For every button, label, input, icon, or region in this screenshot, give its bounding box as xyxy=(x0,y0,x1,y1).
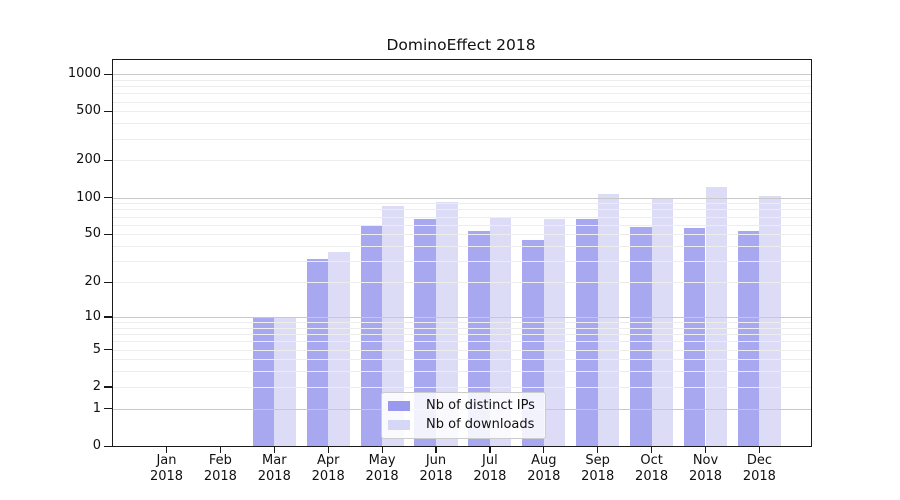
x-axis-tick-jan xyxy=(165,447,168,453)
y-axis-tick-500 xyxy=(104,110,112,113)
x-axis-tick-mar xyxy=(273,447,275,453)
x-axis-tick-label-feb: Feb 2018 xyxy=(203,453,237,484)
bar-downloads-jun xyxy=(436,201,458,446)
x-axis-tick-may xyxy=(381,447,383,453)
bar-distinct-ips-oct xyxy=(630,227,652,446)
bar-downloads-dec xyxy=(759,195,781,446)
x-axis-tick-label-jan: Jan 2018 xyxy=(149,453,184,484)
y-axis-tick-label-5: 5 xyxy=(92,341,101,357)
y-axis-tick-label-100: 100 xyxy=(76,189,101,205)
y-axis-tick-10 xyxy=(104,316,112,318)
x-axis-tick-label-dec: Dec 2018 xyxy=(742,453,776,484)
bar-downloads-nov xyxy=(705,187,728,446)
bar-distinct-ips-mar xyxy=(252,316,275,446)
y-axis-tick-50 xyxy=(104,233,112,236)
x-axis-tick-label-apr: Apr 2018 xyxy=(311,453,345,484)
bar-downloads-oct xyxy=(651,197,674,446)
bar-distinct-ips-nov xyxy=(683,228,706,446)
x-axis-tick-sep xyxy=(597,447,599,453)
x-axis-tick-jun xyxy=(435,447,437,453)
x-axis-tick-jul xyxy=(489,447,491,453)
y-axis-tick-1000 xyxy=(104,73,112,75)
y-axis-tick-label-2: 2 xyxy=(92,378,101,394)
y-axis-tick-label-500: 500 xyxy=(76,103,101,119)
bar-distinct-ips-jun xyxy=(414,218,436,446)
x-axis-tick-apr xyxy=(327,447,329,453)
bar-downloads-jul xyxy=(489,216,512,446)
y-axis-tick-label-0: 0 xyxy=(92,438,101,453)
bar-downloads-may xyxy=(382,205,404,446)
x-axis-tick-dec xyxy=(758,447,761,453)
chart-title: DominoEffect 2018 xyxy=(386,36,536,54)
x-axis-tick-label-nov: Nov 2018 xyxy=(688,453,723,484)
bars-layer xyxy=(113,60,811,446)
y-axis-tick-1 xyxy=(104,408,112,410)
axes-layer: 0 1 2 5 10 20 50 100 200 500 1000 Jan 2018 Feb 2018 M… xyxy=(68,60,811,484)
bar-distinct-ips-dec xyxy=(737,231,760,446)
y-axis-tick-label-10: 10 xyxy=(84,308,101,324)
x-axis-tick-label-oct: Oct 2018 xyxy=(635,453,669,484)
bar-downloads-sep xyxy=(597,193,620,446)
legend-swatch-downloads xyxy=(388,420,410,430)
x-axis-tick-oct xyxy=(651,447,653,453)
legend-label-downloads: Nb of downloads xyxy=(426,417,535,432)
y-axis-tick-label-200: 200 xyxy=(76,152,101,168)
bar-downloads-mar xyxy=(274,316,296,446)
x-axis-tick-label-mar: Mar 2018 xyxy=(257,453,291,484)
x-axis-tick-feb xyxy=(219,447,222,453)
x-axis-tick-label-sep: Sep 2018 xyxy=(581,453,615,484)
x-axis-tick-label-jun: Jun 2018 xyxy=(419,453,453,484)
x-axis-tick-nov xyxy=(704,447,707,453)
y-axis-tick-0 xyxy=(104,445,112,447)
x-axis-tick-label-may: May 2018 xyxy=(365,453,399,484)
legend-item-downloads: Nb of downloads xyxy=(388,417,538,433)
y-axis-tick-label-50: 50 xyxy=(84,226,101,242)
legend: Nb of distinct IPs Nb of downloads xyxy=(381,392,546,439)
y-axis-tick-2 xyxy=(104,386,112,388)
bar-downloads-apr xyxy=(328,251,350,446)
x-axis-tick-aug xyxy=(543,447,545,453)
bar-distinct-ips-sep xyxy=(576,218,598,446)
x-axis-tick-label-jul: Jul 2018 xyxy=(473,453,507,484)
x-axis-tick-label-aug: Aug 2018 xyxy=(527,453,561,484)
y-axis-tick-label-20: 20 xyxy=(84,274,101,290)
y-axis-tick-label-1000: 1000 xyxy=(67,66,101,81)
plot-area: 0 1 2 5 10 20 50 100 200 500 1000 Jan 2018 Feb 2018 M… xyxy=(68,59,812,484)
legend-swatch-distinct-ips xyxy=(388,401,410,411)
bar-distinct-ips-may xyxy=(360,225,383,446)
y-axis-tick-5 xyxy=(104,349,112,351)
y-axis-tick-200 xyxy=(104,159,112,162)
bar-downloads-aug xyxy=(543,218,566,446)
y-axis-tick-20 xyxy=(104,281,112,283)
legend-label-distinct-ips: Nb of distinct IPs xyxy=(426,398,535,413)
y-axis-tick-100 xyxy=(104,197,112,199)
legend-item-distinct-ips: Nb of distinct IPs xyxy=(388,398,538,414)
bar-distinct-ips-apr xyxy=(306,259,329,446)
y-axis-tick-label-1: 1 xyxy=(92,400,101,416)
